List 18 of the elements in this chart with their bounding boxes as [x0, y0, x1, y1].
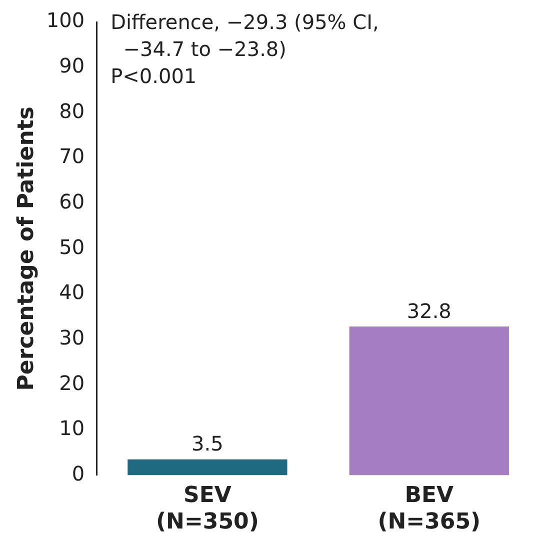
- y-tick-label: 10: [59, 416, 85, 440]
- annotation: Difference, −29.3 (95% CI, −34.7 to −23.8): [110, 10, 379, 62]
- y-axis-title: Percentage of Patients: [14, 106, 39, 391]
- data-label: 32.8: [406, 298, 452, 323]
- y-tick-label: 20: [59, 370, 85, 395]
- y-tick-label: 0: [72, 461, 85, 486]
- data-label: 3.5: [192, 432, 224, 456]
- x-tick-label: SEV (N=350): [156, 483, 259, 535]
- y-tick-label: 100: [46, 8, 85, 32]
- y-tick-label: 70: [59, 144, 85, 168]
- y-tick-label: 40: [59, 280, 85, 304]
- annotation: P<0.001: [110, 64, 197, 88]
- y-tick-label: 90: [59, 54, 85, 78]
- y-tick-label: 60: [59, 189, 85, 214]
- y-tick-label: 30: [59, 325, 85, 350]
- y-tick-label: 80: [59, 98, 85, 123]
- x-tick-label: BEV (N=365): [378, 483, 481, 535]
- y-tick-label: 50: [59, 234, 85, 259]
